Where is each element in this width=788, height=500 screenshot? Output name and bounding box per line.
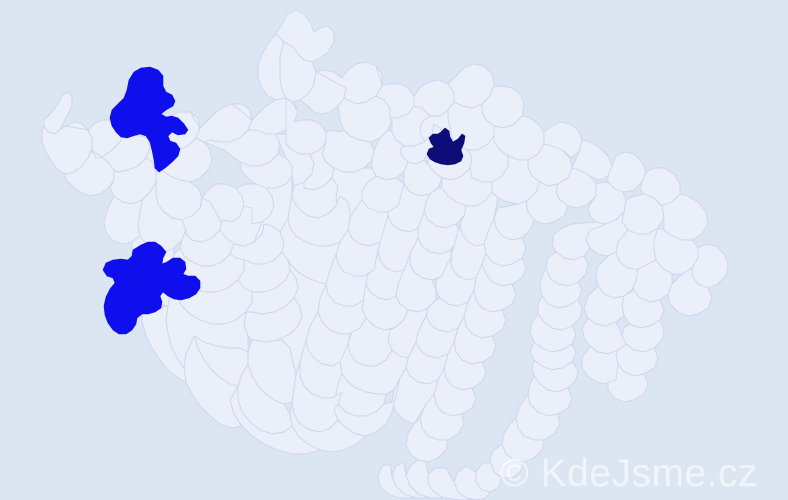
district-polygon[interactable] xyxy=(103,195,143,245)
district-polygon[interactable] xyxy=(607,363,649,403)
district-polygon[interactable] xyxy=(491,155,541,205)
highlighted-district-northeast[interactable] xyxy=(426,127,466,166)
district-polygon[interactable] xyxy=(489,443,525,479)
highlighted-district-southwest[interactable] xyxy=(102,241,201,335)
district-polygon[interactable] xyxy=(257,33,287,101)
district-polygon[interactable] xyxy=(253,175,293,243)
district-polygon[interactable] xyxy=(571,139,613,181)
district-polygon[interactable] xyxy=(667,267,713,317)
district-polygon[interactable] xyxy=(229,385,321,455)
highlighted-district-layer xyxy=(102,66,466,335)
district-polygon[interactable] xyxy=(501,417,545,463)
district-polygon[interactable] xyxy=(277,259,327,375)
district-polygon[interactable] xyxy=(405,417,449,463)
district-polygon[interactable] xyxy=(141,305,187,383)
district-layer xyxy=(41,9,729,500)
district-polygon[interactable] xyxy=(377,463,417,499)
district-polygon[interactable] xyxy=(607,151,647,193)
highlighted-district-northwest[interactable] xyxy=(109,66,189,173)
